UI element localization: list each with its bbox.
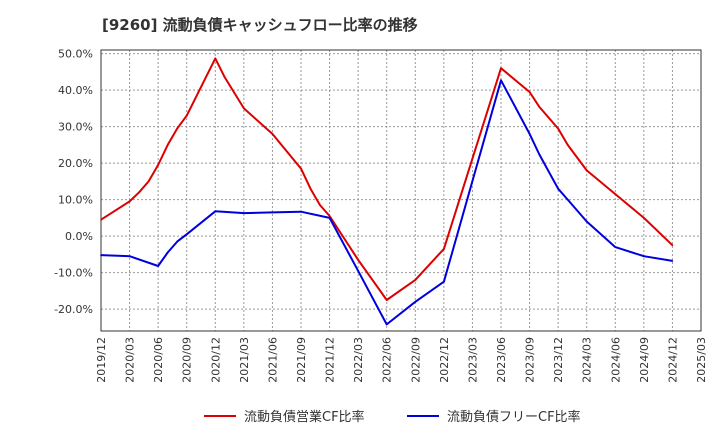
data-point <box>500 67 502 70</box>
data-point <box>185 114 188 117</box>
data-point <box>138 191 140 194</box>
data-point <box>271 211 274 214</box>
data-point <box>566 198 569 201</box>
x-tick-label: 2019/12 <box>95 337 108 383</box>
data-point <box>100 218 102 221</box>
data-point <box>357 259 359 261</box>
chart-title: [9260] 流動負債キャッシュフロー比率の推移 <box>102 16 418 34</box>
y-tick-label: 20.0% <box>58 157 93 170</box>
x-tick-label: 2020/03 <box>124 337 137 383</box>
data-point <box>214 210 217 213</box>
x-tick-label: 2021/09 <box>295 337 308 383</box>
y-tick-label: 40.0% <box>58 84 93 97</box>
legend-label: 流動負債営業CF比率 <box>244 409 365 425</box>
data-point <box>643 217 645 219</box>
x-tick-label: 2022/09 <box>409 337 422 383</box>
data-point <box>643 255 645 257</box>
series-line-2 <box>100 79 673 326</box>
x-tick-label: 2020/06 <box>152 337 165 383</box>
x-tick-label: 2025/03 <box>695 337 708 383</box>
data-point <box>528 91 531 93</box>
x-tick-label: 2021/06 <box>266 337 279 383</box>
x-tick-label: 2024/03 <box>581 337 594 383</box>
data-point <box>157 164 159 166</box>
x-tick-label: 2023/06 <box>495 337 508 383</box>
data-point <box>385 323 388 326</box>
data-point <box>300 167 302 170</box>
x-tick-label: 2021/12 <box>324 337 337 383</box>
data-point <box>443 280 445 283</box>
data-point <box>176 127 178 130</box>
data-point <box>557 187 559 190</box>
data-point <box>309 187 312 190</box>
y-tick-label: 10.0% <box>58 194 93 207</box>
data-point <box>528 133 531 135</box>
data-point <box>271 133 274 135</box>
data-point <box>414 301 417 303</box>
y-tick-label: -10.0% <box>54 267 93 280</box>
x-tick-label: 2023/09 <box>524 337 537 383</box>
data-point <box>319 204 321 206</box>
data-point <box>357 269 359 272</box>
legend-label: 流動負債フリーCF比率 <box>447 409 581 425</box>
data-point <box>224 76 226 79</box>
x-tick-label: 2020/12 <box>209 337 222 383</box>
y-tick-label: 50.0% <box>58 48 93 61</box>
data-point <box>185 233 188 236</box>
data-point <box>147 180 150 183</box>
x-tick-label: 2020/09 <box>181 337 194 383</box>
x-tick-label: 2024/12 <box>666 337 679 383</box>
data-point <box>585 220 588 223</box>
data-point <box>671 244 674 247</box>
x-tick-label: 2022/06 <box>381 337 394 383</box>
data-point <box>100 254 102 256</box>
data-point <box>443 248 445 250</box>
data-point <box>614 246 617 248</box>
data-point <box>328 217 331 219</box>
y-tick-label: -20.0% <box>54 303 93 316</box>
data-point <box>166 251 169 254</box>
plot-border <box>100 49 702 332</box>
data-point <box>128 200 131 203</box>
data-point <box>166 144 169 146</box>
data-point <box>566 144 569 146</box>
y-tick-label: 0.0% <box>65 230 93 243</box>
data-point <box>557 127 559 130</box>
x-tick-label: 2021/03 <box>238 337 251 383</box>
data-point <box>243 212 245 214</box>
data-point <box>614 193 617 195</box>
data-point <box>157 265 159 267</box>
data-point <box>300 210 302 213</box>
x-tick-label: 2023/03 <box>466 337 479 383</box>
data-point <box>671 260 674 262</box>
data-point <box>500 79 502 82</box>
data-point <box>328 215 331 217</box>
data-point <box>176 240 178 243</box>
y-tick-label: 30.0% <box>58 121 93 134</box>
data-point <box>385 299 388 301</box>
x-tick-label: 2022/03 <box>352 337 365 383</box>
data-point <box>414 279 417 281</box>
plot-area <box>101 50 701 331</box>
data-point <box>538 105 540 108</box>
x-tick-label: 2024/06 <box>609 337 622 383</box>
data-point <box>538 153 540 155</box>
x-tick-label: 2022/12 <box>438 337 451 383</box>
data-point <box>243 107 245 110</box>
x-tick-label: 2023/12 <box>552 337 565 383</box>
data-point <box>214 57 217 60</box>
data-point <box>128 255 131 257</box>
x-tick-label: 2024/09 <box>638 337 651 383</box>
data-point <box>585 169 588 172</box>
